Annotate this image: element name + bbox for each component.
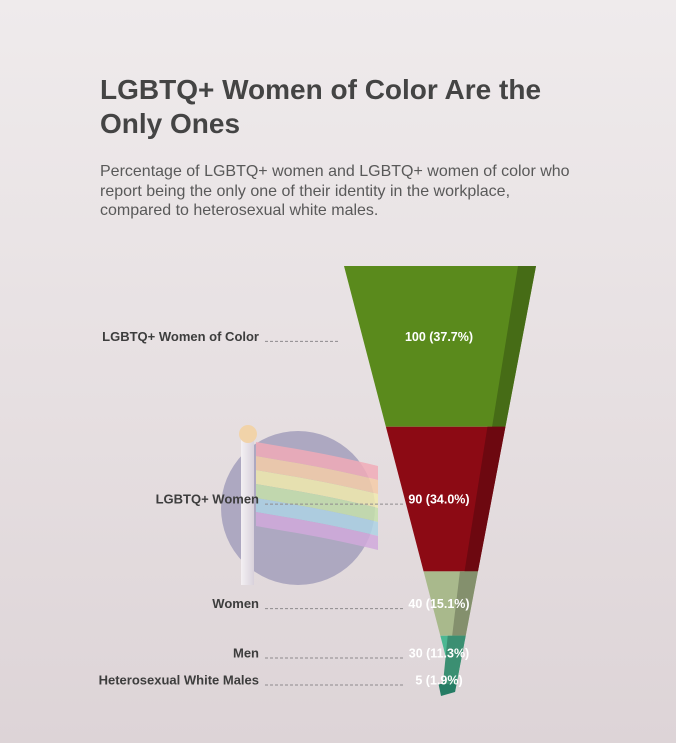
category-label-lgbtq-women-of-color: LGBTQ+ Women of Color bbox=[102, 329, 259, 344]
funnel-segment-lgbtq-women-of-color bbox=[344, 266, 536, 427]
funnel-labels: LGBTQ+ Women of Color 100 (37.7%) LGBTQ+ W… bbox=[99, 329, 473, 688]
leader-lines bbox=[265, 340, 405, 686]
pride-flag-icon bbox=[221, 425, 378, 585]
value-label-lgbtq-women: 90 (34.0%) bbox=[408, 493, 469, 507]
value-label-men: 30 (11.3%) bbox=[409, 647, 469, 661]
funnel-segments bbox=[344, 266, 536, 696]
category-label-heterosexual-white-males: Heterosexual White Males bbox=[99, 673, 259, 688]
funnel-segment-side-heterosexual-white-males bbox=[438, 683, 457, 696]
funnel-segment-side-lgbtq-women-of-color bbox=[491, 266, 536, 431]
value-label-women: 40 (15.1%) bbox=[408, 597, 469, 611]
value-label-lgbtq-women-of-color: 100 (37.7%) bbox=[405, 330, 473, 344]
chart-subtitle: Percentage of LGBTQ+ women and LGBTQ+ wo… bbox=[100, 163, 570, 219]
category-label-women: Women bbox=[212, 596, 259, 611]
funnel-segment-side-lgbtq-women bbox=[463, 426, 506, 576]
value-label-heterosexual-white-males: 5 (1.9%) bbox=[415, 674, 462, 688]
funnel-segment-side-men bbox=[442, 635, 466, 688]
category-label-men: Men bbox=[233, 646, 259, 661]
funnel-segment-side-women bbox=[451, 571, 478, 640]
category-label-lgbtq-women: LGBTQ+ Women bbox=[156, 492, 259, 507]
chart-title: LGBTQ+ Women of Color Are the Only Ones bbox=[100, 74, 542, 139]
